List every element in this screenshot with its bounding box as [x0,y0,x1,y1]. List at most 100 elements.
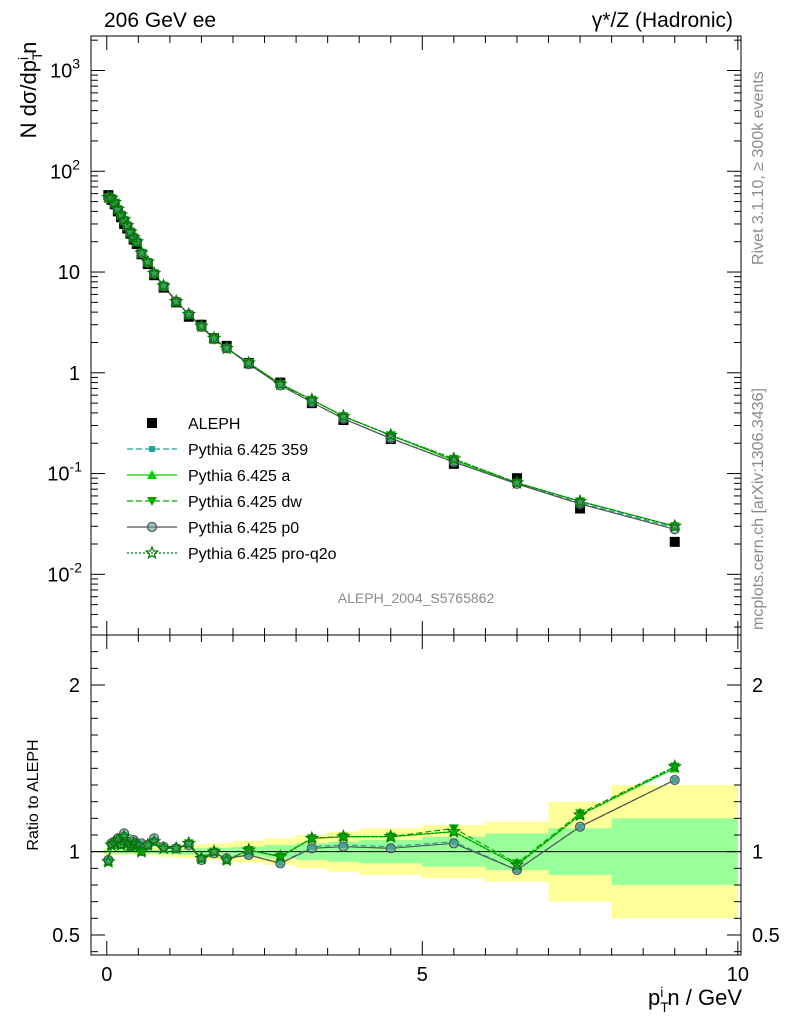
main-series-point [667,518,683,533]
main-series-point [134,245,149,260]
ratio-series-point [113,837,129,852]
ratio-series-point [304,830,320,845]
main-series-point [336,408,351,423]
main-series-point [140,254,156,269]
aleph-data-point [669,536,680,547]
main-y-tick-label: 10 [58,262,80,284]
ratio-series-point [156,840,171,855]
rivet-credit: Rivet 3.1.10, ≥ 300k events [750,71,767,265]
main-y-tick-label: 10-1 [47,459,82,486]
x-axis-label: pTi n / GeV [648,984,742,1015]
ratio-series-line [107,766,676,865]
main-series-point [208,334,220,345]
ratio-series-point [448,838,459,849]
ratio-panel-frame [90,634,742,956]
main-series-point [120,217,135,232]
ratio-y-tick-label-right: 1 [752,842,763,864]
main-series-point [219,340,234,355]
ratio-series-point [194,850,209,865]
ratio-series-point [241,842,257,857]
ratio-series-point [338,841,349,852]
main-series-point [241,355,257,370]
ratio-panel-series [91,759,741,876]
legend-entry: Pythia 6.425 dw [127,494,302,511]
main-series-point [194,318,209,333]
legend-marker [147,470,157,479]
ratio-series-point [181,835,197,850]
main-series-point [110,201,126,216]
legend-label: Pythia 6.425 a [188,468,290,485]
main-y-tick-label: 103 [50,56,80,83]
ratio-series-point [273,849,288,863]
ratio-y-tick-label-right: 0.5 [752,925,780,947]
ratio-series-point [446,824,462,838]
ratio-series-point [667,759,683,773]
legend-marker [147,497,157,506]
main-y-axis-label: N dσ/dpTin [15,42,45,139]
main-series-point [107,194,122,209]
ratio-series-point [385,843,396,854]
legend-entry: Pythia 6.425 359 [127,442,308,459]
ratio-series-point [107,835,122,850]
ratio-y-tick-label-right: 2 [752,675,763,697]
main-series-point [168,293,184,308]
ratio-series-point [116,829,132,843]
main-series-point [181,306,197,321]
main-series-point [243,358,254,370]
ratio-series-point [146,834,162,848]
legend-label: Pythia 6.425 dw [188,494,302,511]
legend: ALEPH Pythia 6.425 359 Pythia 6.425 a Pythi… [127,416,337,563]
ratio-series-point [574,821,586,832]
ratio-series-point [448,824,459,834]
legend-marker [147,418,157,428]
ratio-series-point [511,864,523,876]
main-panel-series [101,189,683,547]
main-y-tick-label: 1 [69,363,80,385]
ratio-series-point [306,843,317,854]
ratio-series-point [206,844,222,858]
main-series-point [446,451,462,466]
ratio-series-point [140,837,156,852]
x-tick-label: 10 [727,964,749,986]
ratio-series-point [243,849,254,861]
mcplots-credit: mcplots.cern.ch [arXiv:1306.3436] [750,388,767,630]
ratio-series-point [383,829,399,843]
legend-marker [144,545,160,560]
analysis-label: ALEPH_2004_S5765862 [338,590,495,606]
legend-label: Pythia 6.425 p0 [188,520,299,537]
ratio-series-point [511,859,522,869]
main-y-tick-label: 10-2 [47,559,82,586]
main-series-line [108,196,675,527]
main-series-point [509,475,525,489]
ratio-y-tick-label-left: 2 [69,675,80,697]
ratio-series-point [509,857,525,872]
main-series-point [383,427,399,442]
ratio-y-tick-label-left: 1 [69,842,80,864]
main-series-point [206,330,222,345]
main-series-point [129,234,145,248]
main-series-point [146,265,162,280]
legend-entry: Pythia 6.425 pro-q2o [127,545,337,563]
main-series-point [116,212,132,226]
ratio-series-point [101,854,116,868]
ratio-y-tick-label-left: 0.5 [52,925,80,947]
ratio-series-point [219,852,234,867]
ratio-series-point [168,840,184,855]
main-series-point [572,493,588,508]
main-series-point [273,376,288,391]
ratio-series-point [669,774,680,786]
legend-entry: Pythia 6.425 a [127,468,290,485]
ratio-series-point [336,829,351,843]
ratio-series-point [572,807,588,822]
ratio-series-point [134,844,149,858]
ratio-series-point [123,839,138,853]
x-tick-label: 0 [101,964,112,986]
legend-label: ALEPH [188,416,240,433]
legend-marker [149,446,155,452]
legend-entry: ALEPH [147,416,240,433]
legend-marker [146,521,158,533]
main-series-point [123,224,138,239]
chart-title-right: γ*/Z (Hadronic) [592,9,733,32]
legend-label: Pythia 6.425 pro-q2o [188,546,337,563]
